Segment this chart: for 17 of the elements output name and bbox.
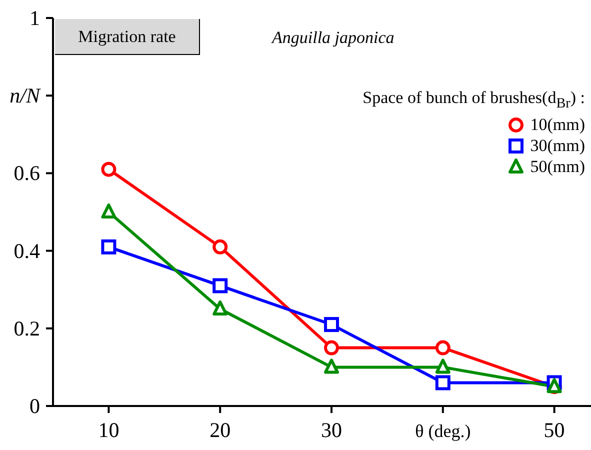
x-tick-label: 30 [321, 418, 342, 442]
y-tick-label: n/N [10, 84, 41, 108]
y-tick-label: 0.6 [14, 161, 40, 186]
legend-title: Space of bunch of brushes(d$_{Br}$) : [362, 88, 585, 112]
label-box: Migration rate [55, 19, 200, 55]
y-tick-label: 0.2 [14, 316, 40, 340]
annotation: Anguilla japonica [272, 28, 394, 48]
y-tick-label: 0 [30, 394, 40, 418]
x-tick-label: 20 [210, 418, 231, 442]
legend-label: 50(mm) [530, 156, 585, 177]
legend-label: 30(mm) [530, 136, 585, 156]
y-tick-label: 0.4 [14, 238, 40, 263]
y-tick-label: 1 [30, 6, 40, 30]
legend-label: 10(mm) [530, 114, 585, 135]
x-tick-label: 50 [544, 418, 565, 442]
x-tick-label: θ (deg.) [415, 421, 471, 441]
x-tick-label: 10 [98, 418, 120, 442]
